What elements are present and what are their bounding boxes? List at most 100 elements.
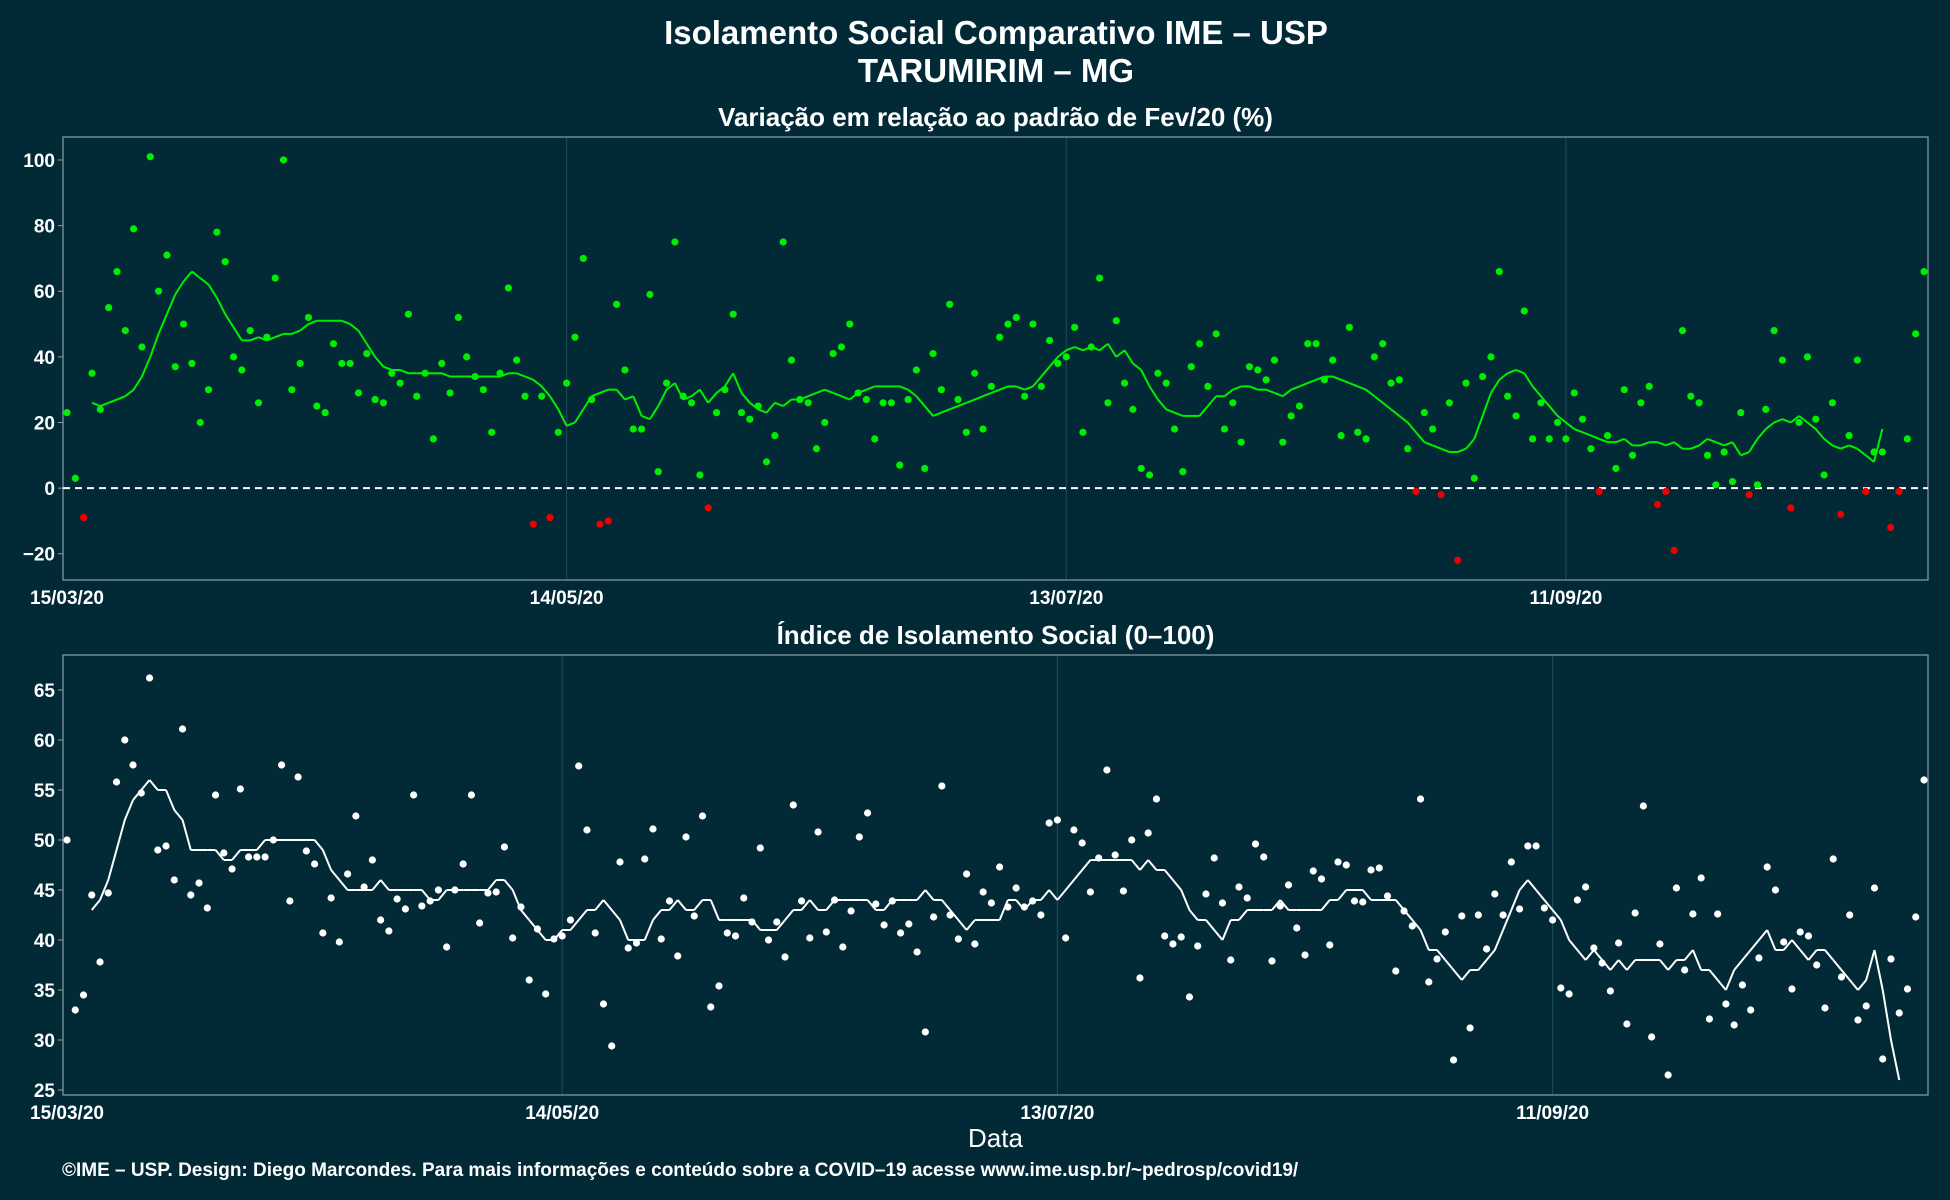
moving-average-segment — [643, 919, 654, 941]
data-point — [1379, 340, 1387, 348]
moving-average-segment — [1543, 899, 1554, 911]
moving-average-segment — [1040, 366, 1051, 378]
data-point — [1329, 356, 1337, 364]
data-point — [1086, 888, 1095, 896]
data-point — [1920, 267, 1928, 276]
data-point — [1466, 1024, 1474, 1032]
data-point — [1445, 399, 1453, 407]
data-point — [599, 1000, 608, 1008]
moving-average-segment — [1238, 909, 1248, 921]
moving-average-segment — [124, 388, 135, 398]
moving-average-segment — [1723, 441, 1733, 447]
moving-average-segment — [1282, 388, 1292, 398]
moving-average-segment — [649, 405, 660, 420]
data-point — [971, 369, 979, 377]
data-point — [1161, 932, 1169, 940]
data-point — [756, 844, 764, 852]
moving-average-segment — [724, 372, 735, 387]
moving-average-segment — [224, 313, 235, 328]
moving-average-segment — [1515, 369, 1525, 375]
data-point — [1565, 990, 1573, 998]
data-point — [263, 333, 271, 341]
moving-average-segment — [191, 270, 201, 279]
data-point — [546, 514, 554, 522]
data-point — [279, 156, 288, 164]
moving-average-segment — [1452, 969, 1463, 981]
moving-average-segment — [1856, 447, 1867, 457]
moving-average-segment — [1716, 979, 1727, 991]
data-point — [410, 791, 418, 799]
data-point — [938, 782, 946, 790]
data-point — [1462, 379, 1470, 387]
data-point — [413, 392, 421, 400]
figure-subtitle: TARUMIRIM – MG — [858, 52, 1134, 89]
data-point — [352, 812, 360, 820]
data-point — [1254, 366, 1262, 374]
moving-average-segment — [166, 294, 177, 315]
data-point — [1237, 438, 1245, 446]
data-point — [479, 386, 487, 394]
data-point — [604, 517, 612, 525]
moving-average-segment — [383, 365, 393, 371]
moving-average-segment — [1615, 437, 1625, 444]
data-point — [1504, 392, 1512, 400]
moving-average-segment — [1832, 959, 1843, 971]
data-point — [896, 929, 905, 937]
moving-average-segment — [1457, 447, 1467, 453]
y-tick-label: 20 — [34, 413, 55, 434]
moving-average-segment — [165, 789, 176, 811]
data-point — [779, 238, 787, 246]
moving-average-segment — [957, 401, 967, 408]
data-point — [629, 425, 637, 433]
data-point — [563, 379, 571, 387]
moving-average-segment — [757, 408, 767, 414]
figure-title: Isolamento Social Comparativo IME – USP — [664, 14, 1328, 51]
y-tick-label: −20 — [23, 545, 55, 566]
data-point — [377, 916, 385, 924]
data-point — [608, 1042, 616, 1050]
y-tick-label: 60 — [34, 731, 55, 752]
x-tick-label: 11/09/20 — [1516, 1103, 1589, 1124]
moving-average-segment — [1147, 859, 1158, 871]
data-point — [1545, 435, 1553, 443]
data-point — [1753, 481, 1762, 489]
data-point — [1653, 500, 1662, 509]
data-point — [1879, 1055, 1887, 1063]
data-point — [1020, 903, 1028, 911]
data-point — [1162, 379, 1170, 387]
data-point — [1495, 267, 1503, 276]
moving-average-segment — [214, 849, 225, 861]
data-point — [254, 399, 263, 407]
data-point — [294, 773, 302, 781]
moving-average-segment — [1584, 949, 1595, 961]
data-point — [687, 399, 696, 407]
data-point — [138, 343, 146, 351]
data-point — [1821, 1004, 1829, 1012]
data-point — [896, 461, 904, 469]
data-point — [1620, 386, 1628, 394]
data-point — [1420, 409, 1428, 417]
data-point — [179, 320, 188, 328]
moving-average-segment — [1848, 979, 1859, 991]
moving-average-segment — [503, 879, 514, 891]
data-point — [88, 891, 96, 899]
data-point — [912, 366, 920, 374]
data-point — [596, 520, 604, 528]
data-point — [696, 471, 704, 479]
data-point — [789, 801, 797, 809]
moving-average-segment — [1733, 959, 1744, 971]
y-tick-label: 65 — [34, 681, 56, 702]
moving-average-segment — [148, 779, 159, 791]
data-point — [1487, 353, 1495, 361]
data-point — [1276, 902, 1284, 910]
data-point — [871, 435, 879, 443]
moving-average-segment — [965, 919, 976, 931]
data-point — [987, 382, 995, 390]
moving-average-segment — [1477, 959, 1488, 971]
data-point — [624, 944, 632, 952]
moving-average-segment — [932, 411, 942, 417]
data-point — [1128, 836, 1136, 844]
data-point — [1796, 928, 1804, 936]
moving-average-segment — [1198, 405, 1209, 417]
moving-average-segment — [665, 382, 676, 391]
